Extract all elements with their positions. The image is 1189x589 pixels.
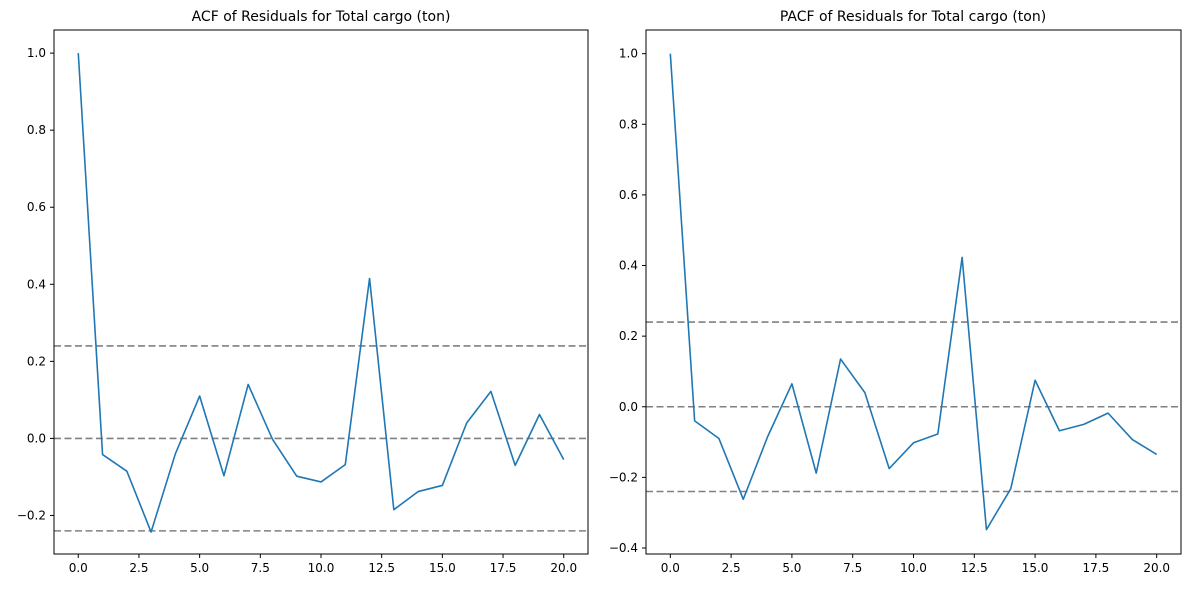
acf-x-tick-label: 12.5: [368, 561, 395, 575]
acf-y-tick-label: 1.0: [27, 46, 46, 60]
acf-x-tick-label: 2.5: [129, 561, 148, 575]
pacf-y-tick-label: 0.6: [619, 188, 638, 202]
acf-plot-area: [54, 53, 588, 533]
pacf-y-tick-label: −0.4: [609, 541, 638, 555]
pacf-plot-area: [646, 53, 1181, 531]
acf-y-tick-label: 0.2: [27, 354, 46, 368]
acf-title: ACF of Residuals for Total cargo (ton): [192, 9, 451, 25]
acf-y-tick-label: −0.2: [17, 508, 46, 522]
acf-x-tick-label: 17.5: [490, 561, 517, 575]
pacf-y-tick-label: 0.0: [619, 400, 638, 414]
pacf-x-tick-label: 12.5: [961, 561, 988, 575]
acf-y-tick-label: 0.4: [27, 277, 46, 291]
acf-x-tick-label: 20.0: [550, 561, 577, 575]
pacf-y-tick-label: 1.0: [619, 47, 638, 61]
acf-x-tick-label: 7.5: [251, 561, 270, 575]
pacf-x-tick-label: 20.0: [1143, 561, 1170, 575]
pacf-x-tick-label: 15.0: [1022, 561, 1049, 575]
acf-y-tick-label: 0.0: [27, 431, 46, 445]
pacf-y-tick-label: −0.2: [609, 470, 638, 484]
pacf-y-tick-label: 0.2: [619, 329, 638, 343]
acf-x-tick-label: 10.0: [308, 561, 335, 575]
acf-x-tick-label: 5.0: [190, 561, 209, 575]
pacf-x-tick-label: 17.5: [1083, 561, 1110, 575]
pacf-x-tick-label: 5.0: [782, 561, 801, 575]
pacf-y-tick-label: 0.4: [619, 259, 638, 273]
acf-x-tick-label: 0.0: [69, 561, 88, 575]
pacf-series-line: [669, 53, 1158, 531]
acf-series-line: [77, 53, 565, 533]
pacf-y-tick-label: 0.8: [619, 117, 638, 131]
pacf-x-tick-label: 7.5: [843, 561, 862, 575]
pacf-x-tick-label: 0.0: [661, 561, 680, 575]
pacf-x-tick-label: 10.0: [900, 561, 927, 575]
acf-y-tick-label: 0.6: [27, 200, 46, 214]
pacf-title: PACF of Residuals for Total cargo (ton): [780, 9, 1046, 25]
acf-y-tick-label: 0.8: [27, 123, 46, 137]
pacf-x-tick-label: 2.5: [722, 561, 741, 575]
acf-panel: ACF of Residuals for Total cargo (ton) 0…: [17, 9, 589, 575]
pacf-panel: PACF of Residuals for Total cargo (ton) …: [609, 9, 1182, 575]
acf-x-tick-label: 15.0: [429, 561, 456, 575]
